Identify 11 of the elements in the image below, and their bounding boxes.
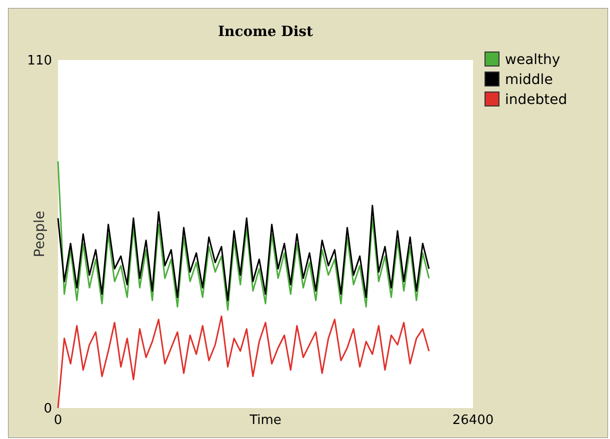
line-series [57, 160, 430, 311]
legend-label: wealthy [505, 52, 560, 68]
legend-label: middle [505, 72, 553, 88]
chart-title: Income Dist [218, 24, 314, 40]
y-axis-title: People [32, 210, 48, 258]
x-tick-label: 26400 [452, 413, 494, 428]
y-tick-label: 110 [27, 54, 52, 69]
x-axis-title: Time [248, 413, 282, 428]
line-series [57, 204, 430, 302]
line-series [57, 316, 430, 409]
legend-label: indebted [505, 92, 568, 108]
